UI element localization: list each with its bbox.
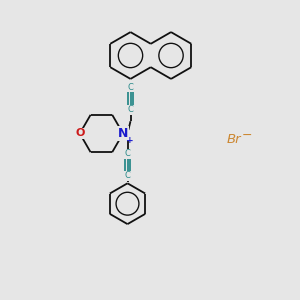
Text: +: + [126,136,134,145]
Text: −: − [242,129,253,142]
Text: N: N [118,127,128,140]
Text: C: C [124,171,130,180]
Text: C: C [124,149,130,158]
Text: O: O [75,128,85,139]
Text: Br: Br [226,133,241,146]
Text: C: C [128,105,134,114]
Text: C: C [128,83,134,92]
